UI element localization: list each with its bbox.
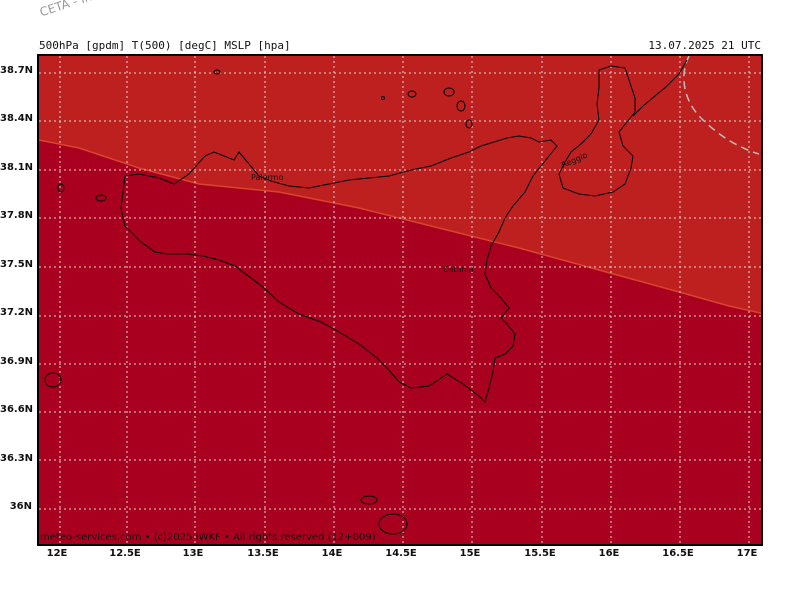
lon-tick-label: 17E	[736, 548, 758, 559]
calabria-east-coast	[632, 59, 688, 117]
lat-tick-label: 37.5N	[0, 259, 34, 270]
lat-tick-label: 36N	[9, 501, 32, 512]
lat-tick-label: 38.7N	[0, 65, 34, 76]
lat-tick-label: 37.2N	[0, 307, 34, 318]
sicily-coastline	[120, 135, 558, 403]
lon-tick-label: 13.5E	[247, 548, 279, 559]
island-aeolian-4	[465, 119, 473, 129]
lon-tick-label: 13E	[182, 548, 204, 559]
island-pantelleria	[44, 372, 62, 388]
lon-tick-label: 16E	[598, 548, 620, 559]
island-malta	[378, 513, 408, 535]
lon-tick-label: 14E	[321, 548, 343, 559]
lat-tick-label: 38.4N	[0, 113, 34, 124]
lon-tick-label: 12E	[46, 548, 68, 559]
lat-tick-label: 36.6N	[0, 404, 34, 415]
grid	[39, 56, 761, 544]
city-label-catania: Catania	[443, 265, 474, 274]
lat-tick-label: 37.8N	[0, 210, 34, 221]
lat-tick-label: 38.1N	[0, 162, 34, 173]
isobar-line	[683, 56, 760, 155]
map-frame: Palermo Catania Reggio	[37, 54, 763, 546]
lat-tick-label: 36.3N	[0, 453, 34, 464]
lon-tick-label: 14.5E	[385, 548, 417, 559]
watermark-label: CETA - Ins	[38, 0, 100, 20]
variables-label: 500hPa [gpdm] T(500) [degC] MSLP [hpa]	[39, 39, 291, 52]
island-ustica	[95, 194, 107, 202]
warm-zone	[39, 56, 761, 314]
map-header: 500hPa [gpdm] T(500) [degC] MSLP [hpa] 1…	[37, 39, 763, 53]
island-aeolian-2	[443, 87, 455, 97]
island-aeolian-3	[456, 100, 466, 112]
lat-tick-label: 36.9N	[0, 356, 34, 367]
lon-tick-label: 16.5E	[662, 548, 694, 559]
island-aeolian-1	[407, 90, 417, 98]
lon-tick-label: 15E	[459, 548, 481, 559]
datetime-label: 13.07.2025 21 UTC	[648, 39, 761, 52]
calabria-coastline	[558, 65, 636, 197]
island-aeolian-6	[213, 69, 221, 75]
map-canvas: Palermo Catania Reggio	[39, 56, 761, 544]
footer-credit: meteo-services.com • (c)2025 IWKF • All …	[40, 532, 376, 543]
island-egadi	[57, 183, 65, 193]
island-gozo	[360, 495, 378, 505]
lon-tick-label: 15.5E	[524, 548, 556, 559]
city-label-palermo: Palermo	[251, 173, 283, 182]
island-aeolian-5	[381, 96, 385, 100]
lon-tick-label: 12.5E	[109, 548, 141, 559]
